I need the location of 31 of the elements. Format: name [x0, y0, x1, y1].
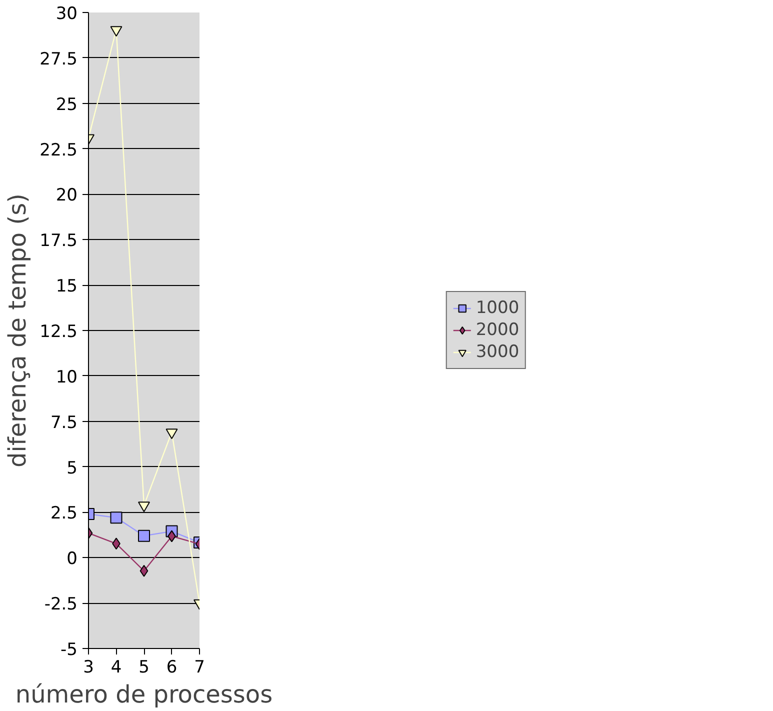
y-tick-label: -2.5	[44, 594, 78, 615]
point	[140, 564, 148, 577]
y-tick-label: -5	[60, 640, 78, 660]
y-tick-label: 5	[66, 458, 78, 478]
legend-label: 3000	[476, 342, 520, 362]
x-tick-label: 3	[83, 658, 94, 678]
x-tick-label: 7	[194, 658, 205, 678]
y-tick-label: 20	[56, 186, 78, 206]
y-tick-label: 22.5	[40, 140, 78, 160]
y-tick-label: 17.5	[40, 231, 78, 252]
point	[110, 512, 122, 524]
point	[110, 26, 122, 37]
y-tick-label: 2.5	[50, 504, 78, 524]
x-tick-label: 5	[138, 658, 150, 678]
point	[138, 502, 150, 512]
x-tick-label: 4	[110, 658, 122, 678]
y-tick-label: 15	[56, 276, 78, 297]
point	[166, 428, 178, 440]
point	[138, 530, 150, 542]
y-tick-label: 30	[56, 4, 78, 24]
y-axis-title: diferença de tempo (s)	[4, 194, 32, 468]
y-tick-label: 7.5	[50, 412, 78, 433]
legend-label: 2000	[476, 320, 520, 340]
y-tick-label: 25	[56, 94, 78, 115]
y-tick-label: 27.5	[40, 49, 78, 70]
x-tick-label: 6	[166, 658, 178, 678]
x-axis-title: número de processos	[15, 680, 273, 708]
y-tick-label: 12.5	[40, 322, 78, 342]
y-tick-label: 10	[56, 367, 78, 388]
legend-label: 1000	[476, 298, 520, 318]
y-tick-label: 0	[66, 549, 78, 570]
